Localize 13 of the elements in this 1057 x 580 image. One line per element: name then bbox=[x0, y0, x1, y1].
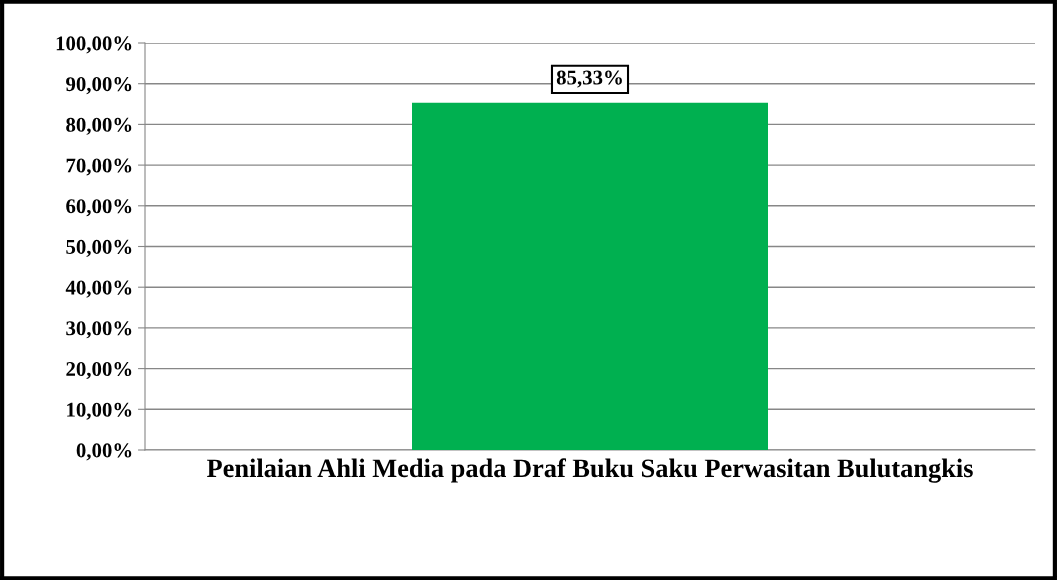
y-tick-label: 30,00% bbox=[66, 321, 132, 339]
y-tick-label: 60,00% bbox=[66, 199, 132, 217]
y-tick-label: 10,00% bbox=[67, 402, 132, 420]
y-tick-label: 20,00% bbox=[66, 361, 132, 380]
y-tick-label: 50,00% bbox=[66, 239, 132, 257]
data-label: 85,33% bbox=[556, 70, 622, 88]
y-tick-label: 80,00% bbox=[66, 117, 132, 135]
y-tick-label: 70,00% bbox=[66, 158, 132, 176]
y-tick-label: 0,00% bbox=[76, 443, 132, 461]
y-tick-label: 100,00% bbox=[56, 36, 132, 54]
x-tick-label: Penilaian Ahli Media pada Draf Buku Saku Perwasitan Bulutangkis bbox=[206, 458, 973, 483]
y-tick-label: 40,00% bbox=[65, 280, 132, 298]
y-tick-label: 90,00% bbox=[66, 77, 132, 95]
